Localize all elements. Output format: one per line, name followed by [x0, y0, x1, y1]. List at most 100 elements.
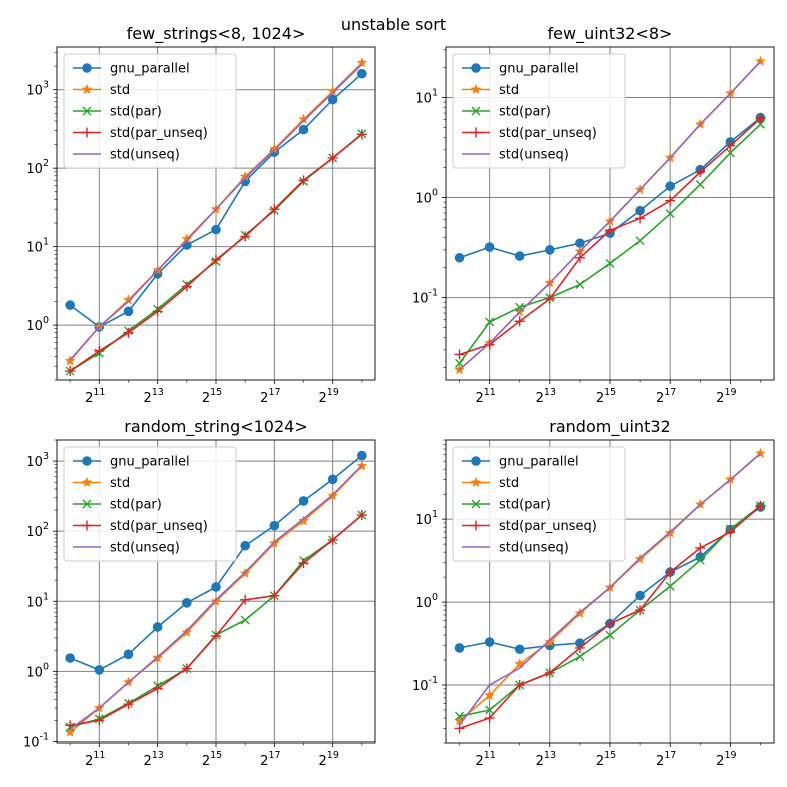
data-point	[605, 258, 615, 268]
chart-title: few_strings<8, 1024>	[127, 24, 306, 44]
legend-label: std(par_unseq)	[110, 126, 208, 141]
data-point	[544, 293, 555, 304]
data-point	[181, 626, 193, 637]
data-point	[544, 636, 556, 647]
data-point	[454, 643, 465, 653]
data-point	[240, 594, 251, 605]
legend-entry: std(par)	[462, 498, 551, 513]
y-tick-label: 10-1	[412, 288, 438, 307]
legend-entry: std(par)	[73, 498, 162, 513]
series-std-par-unseq	[454, 113, 766, 360]
legend-label: std	[110, 476, 130, 491]
data-point	[635, 590, 645, 601]
data-point	[454, 349, 465, 360]
data-point	[755, 447, 766, 459]
legend-box	[452, 446, 626, 562]
data-point	[635, 605, 646, 616]
data-point	[65, 300, 75, 310]
data-point	[82, 520, 92, 531]
data-point	[725, 140, 736, 151]
x-tick-label: 211	[85, 750, 105, 769]
legend-entry: std(unseq)	[462, 148, 569, 163]
data-point	[514, 680, 525, 691]
x-tick-label: 217	[260, 387, 280, 406]
data-point	[298, 515, 309, 526]
x-tick-label: 213	[143, 387, 163, 406]
data-point	[605, 630, 615, 640]
data-point	[470, 83, 482, 95]
data-point	[327, 474, 338, 485]
data-point	[455, 711, 465, 721]
data-point	[269, 204, 280, 215]
plot-area	[56, 439, 376, 744]
data-point	[484, 713, 495, 724]
legend-entry: std	[462, 476, 519, 491]
data-point	[455, 358, 465, 368]
data-point	[327, 94, 338, 105]
x-tick-label: 215	[596, 387, 616, 406]
data-point	[298, 496, 309, 506]
x-tick-label: 215	[202, 750, 222, 769]
chart-3: random_string<1024> 211 213 215 217 219 10-1 10…	[23, 417, 376, 769]
x-tick-label: 217	[260, 750, 280, 769]
series-std-par-unseq	[65, 129, 367, 377]
series-line	[69, 464, 363, 730]
legend-label: std(par_unseq)	[499, 519, 597, 534]
data-point	[454, 723, 465, 734]
data-point	[123, 327, 134, 338]
data-point	[485, 705, 495, 715]
y-tick-label: 100	[415, 592, 438, 611]
data-point	[514, 316, 525, 327]
x-tick-label: 219	[716, 387, 736, 406]
data-point	[65, 653, 75, 663]
data-point	[123, 306, 134, 317]
data-point	[695, 180, 705, 190]
x-tick-label: 211	[475, 387, 495, 406]
chart-title: random_uint32	[549, 417, 670, 437]
data-point	[545, 245, 555, 255]
data-point	[211, 224, 221, 235]
legend-entry: std	[73, 476, 130, 491]
series-std-unseq	[458, 60, 762, 371]
legend-entry: std(unseq)	[462, 541, 569, 556]
legend-label: gnu_parallel	[499, 455, 579, 470]
data-point	[574, 252, 585, 263]
legend-entry: std(par_unseq)	[73, 519, 208, 534]
plot-area	[56, 46, 376, 381]
y-tick-label: 10-1	[412, 675, 438, 694]
data-point	[82, 127, 92, 138]
data-point	[211, 582, 221, 592]
x-tick-label: 219	[319, 750, 339, 769]
data-point	[356, 510, 367, 521]
chart-2: few_uint32<8> 211 213 215 217 219 10-1 100 101 gn…	[412, 24, 775, 406]
legend-entry: gnu_parallel	[73, 62, 190, 77]
legend-label: std(unseq)	[110, 541, 180, 556]
data-point	[575, 652, 585, 662]
data-point	[123, 649, 134, 660]
legend-box	[63, 53, 237, 169]
data-point	[484, 637, 495, 647]
series-line	[458, 60, 762, 371]
data-point	[755, 113, 766, 124]
data-point	[327, 534, 338, 545]
data-point	[82, 63, 92, 73]
legend-label: std	[499, 476, 519, 491]
legend-entry: std	[73, 83, 130, 98]
plot-area	[445, 439, 775, 744]
data-point	[152, 683, 163, 694]
series-line	[458, 452, 762, 726]
y-tick-label: 101	[415, 88, 438, 107]
x-tick-label: 211	[475, 750, 495, 769]
legend-label: std(unseq)	[110, 148, 180, 163]
data-point	[574, 642, 585, 653]
data-point	[665, 209, 675, 219]
data-point	[484, 339, 495, 350]
data-point	[94, 345, 105, 356]
legend-entry: std(par)	[73, 105, 162, 120]
data-point	[605, 225, 615, 236]
chart-title: few_uint32<8>	[548, 24, 673, 44]
legend-label: std(unseq)	[499, 148, 569, 163]
